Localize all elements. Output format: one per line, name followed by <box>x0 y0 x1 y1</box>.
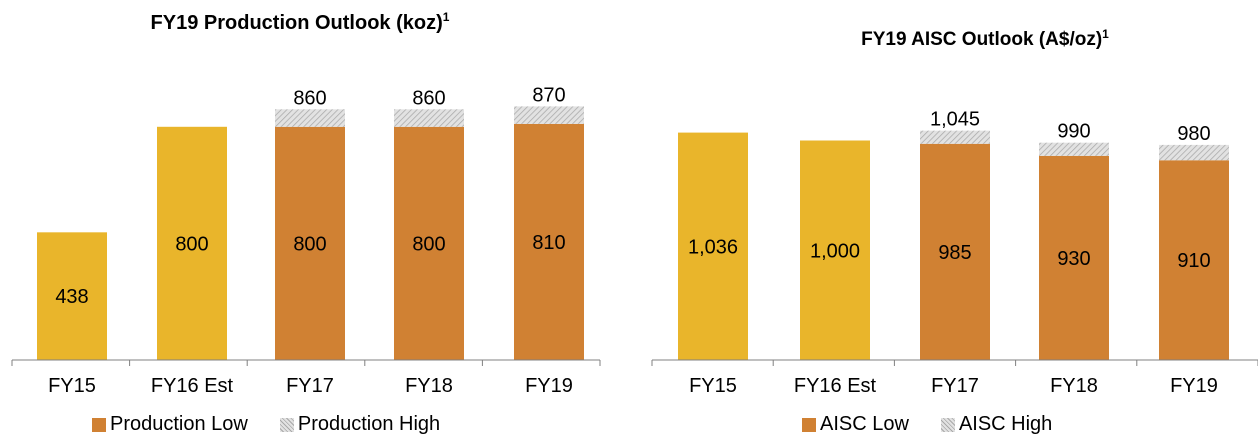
data-label-low-2: 800 <box>293 233 326 255</box>
category-label-1: FY16 Est <box>151 375 234 397</box>
legend-label-high: AISC High <box>958 413 1053 435</box>
bar-low-0 <box>678 132 748 360</box>
category-label-1: FY16 Est <box>794 375 877 397</box>
legend-swatch-low <box>802 417 816 432</box>
data-label-high-4: 870 <box>532 84 565 106</box>
bar-low-1 <box>800 140 870 360</box>
category-label-3: FY18 <box>405 375 453 397</box>
data-label-low-1: 1,000 <box>810 240 860 262</box>
category-label-2: FY17 <box>931 375 979 397</box>
data-label-low-3: 930 <box>1057 248 1090 270</box>
production-plot-area: 438 FY15 800 FY16 Est 860 800 FY17 860 800 FY18 87… <box>11 84 601 397</box>
data-label-low-1: 800 <box>175 233 208 255</box>
chart-legend: Production Low Production High <box>92 413 472 436</box>
category-label-3: FY18 <box>1050 375 1098 397</box>
bar-low-0 <box>37 232 107 360</box>
aisc-outlook-chart: FY19 AISC Outlook (A$/oz)1 1,036 FY15 1,00… <box>640 0 1258 437</box>
data-label-high-3: 860 <box>412 87 445 109</box>
bar-low-1 <box>157 126 227 360</box>
bar-low-2 <box>920 143 990 360</box>
data-label-low-0: 1,036 <box>688 236 738 258</box>
legend-item-low: Production Low <box>92 413 248 436</box>
data-label-low-2: 985 <box>938 242 971 264</box>
legend-item-high: AISC High <box>940 413 1053 436</box>
legend-swatch-high <box>940 417 955 432</box>
category-label-4: FY19 <box>1170 375 1218 397</box>
legend-label-low: AISC Low <box>820 413 909 435</box>
bar-high-3 <box>1039 142 1109 156</box>
legend-label-high: Production High <box>297 413 441 435</box>
data-label-low-4: 810 <box>532 232 565 254</box>
category-label-4: FY19 <box>525 375 573 397</box>
category-label-0: FY15 <box>689 375 737 397</box>
bar-high-2 <box>275 109 345 127</box>
category-label-2: FY17 <box>286 375 334 397</box>
category-label-0: FY15 <box>48 375 96 397</box>
bar-high-2 <box>920 130 990 144</box>
aisc-plot-area: 1,036 FY15 1,000 FY16 Est 1,045 985 FY17 990 930… <box>651 109 1258 397</box>
legend-item-high: Production High <box>279 413 441 436</box>
bar-high-4 <box>514 106 584 124</box>
data-label-high-2: 860 <box>293 87 326 109</box>
bar-high-4 <box>1159 144 1229 161</box>
data-label-high-3: 990 <box>1057 121 1090 143</box>
bar-low-2 <box>275 126 345 360</box>
data-label-low-3: 800 <box>412 233 445 255</box>
legend-swatch-high <box>279 417 294 432</box>
data-label-high-2: 1,045 <box>930 109 980 131</box>
bar-low-3 <box>1039 155 1109 360</box>
chart-legend: AISC Low AISC High <box>802 413 1084 436</box>
legend-label-low: Production Low <box>110 413 248 435</box>
bar-low-4 <box>514 123 584 360</box>
legend-item-low: AISC Low <box>802 413 909 436</box>
chart-title: FY19 AISC Outlook (A$/oz)1 <box>861 27 1109 50</box>
legend-swatch-low <box>92 417 106 432</box>
data-label-high-4: 980 <box>1177 123 1210 145</box>
production-outlook-chart: FY19 Production Outlook (koz)1 438 FY15 80… <box>0 0 620 437</box>
data-label-low-4: 910 <box>1177 250 1210 272</box>
data-label-low-0: 438 <box>55 286 88 308</box>
bar-low-4 <box>1159 160 1229 360</box>
bar-high-3 <box>394 109 464 127</box>
bar-low-3 <box>394 126 464 360</box>
chart-title: FY19 Production Outlook (koz)1 <box>150 10 450 34</box>
